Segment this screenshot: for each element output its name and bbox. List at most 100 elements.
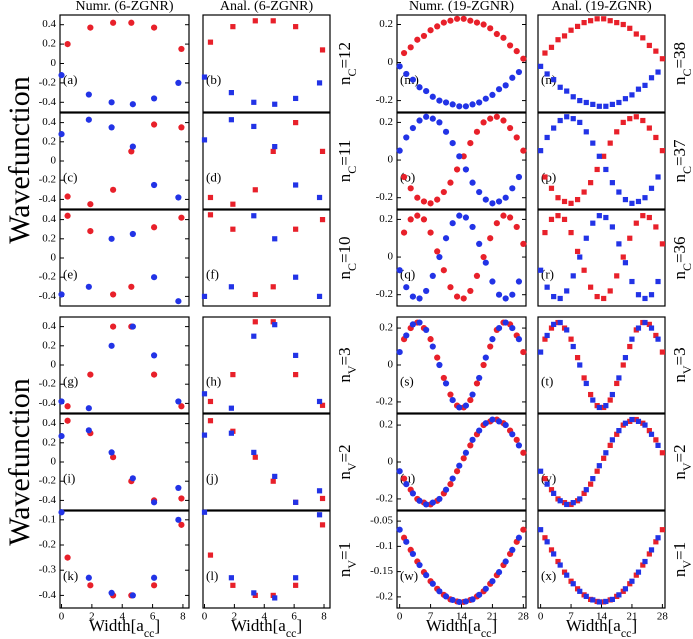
marker [58,432,65,440]
y-tick-label: 0.2 [42,38,56,50]
marker [270,18,276,24]
state-label-main: n [670,76,689,85]
x-tick-label: 2 [232,611,238,623]
marker [542,336,548,342]
marker [627,343,633,350]
marker [476,188,483,196]
marker [396,63,403,70]
marker [583,129,589,135]
marker [509,431,516,438]
marker [609,596,615,603]
marker [548,487,555,493]
marker [453,166,461,173]
panel-frame [59,510,190,609]
marker [453,468,461,475]
marker [319,148,326,154]
marker [150,24,158,31]
marker [596,599,602,605]
marker [128,283,135,290]
marker [629,278,635,285]
marker [108,235,115,242]
marker [108,342,115,349]
marker [175,516,182,523]
marker [544,539,550,545]
state-label: nC=37 [670,139,693,183]
marker [85,427,92,434]
x-tick-label: 14 [596,611,608,623]
panel-label: (f) [206,266,219,281]
marker [129,230,136,238]
marker [548,325,555,331]
marker [568,336,574,342]
column-title: Anal. (6-ZGNR) [220,0,314,14]
marker [201,293,208,299]
marker [642,195,648,201]
x-axis-label-main: Width[a [231,616,286,635]
marker [659,148,665,154]
marker [581,189,587,195]
marker [270,319,276,325]
marker [577,97,583,104]
marker [561,216,568,223]
panel-frame [59,316,190,414]
state-label-tail: =36 [670,236,689,263]
marker [564,572,570,578]
marker [633,114,639,120]
marker [548,185,555,191]
marker [449,140,456,147]
marker [542,174,548,180]
state-label-main: n [335,271,354,280]
marker [469,223,476,231]
marker [423,326,430,334]
y-tick-label: 0 [388,56,394,68]
marker [442,128,450,135]
marker [614,129,620,135]
marker [252,291,258,298]
marker [659,450,665,456]
marker [640,35,646,41]
marker [653,224,659,230]
marker [473,128,481,135]
marker [449,596,456,604]
marker [551,551,557,557]
marker [423,572,430,579]
marker [640,117,646,124]
marker [544,134,550,141]
y-axis-label: Wavefunction [3,76,36,244]
marker [590,101,596,107]
x-axis-label-tail: ] [297,616,303,635]
marker [108,589,115,596]
marker [434,248,441,255]
state-label-sub: V [345,462,359,471]
marker [396,526,403,533]
marker [462,449,470,456]
y-tick-label: -0.2 [39,539,56,551]
marker [207,212,214,218]
marker [489,578,496,585]
marker [509,74,516,81]
marker [620,362,626,368]
marker [590,397,596,403]
marker [476,374,483,382]
state-label: nV=1 [335,542,359,577]
marker [175,484,182,492]
marker [622,586,629,592]
y-tick-label: -0.15 [370,565,393,577]
marker [407,185,414,192]
marker [252,18,258,24]
marker [629,578,635,584]
marker [601,16,607,22]
marker [460,153,467,160]
panel-label: (d) [206,169,221,184]
marker [175,298,182,305]
marker [544,481,550,487]
marker [574,248,581,255]
state-label-main: n [335,173,354,182]
state-label-tail: =2 [670,444,689,462]
marker [616,375,622,381]
marker [648,547,655,553]
marker [436,97,443,104]
marker [150,352,158,359]
marker [293,582,299,588]
panel-label: (k) [63,568,78,583]
